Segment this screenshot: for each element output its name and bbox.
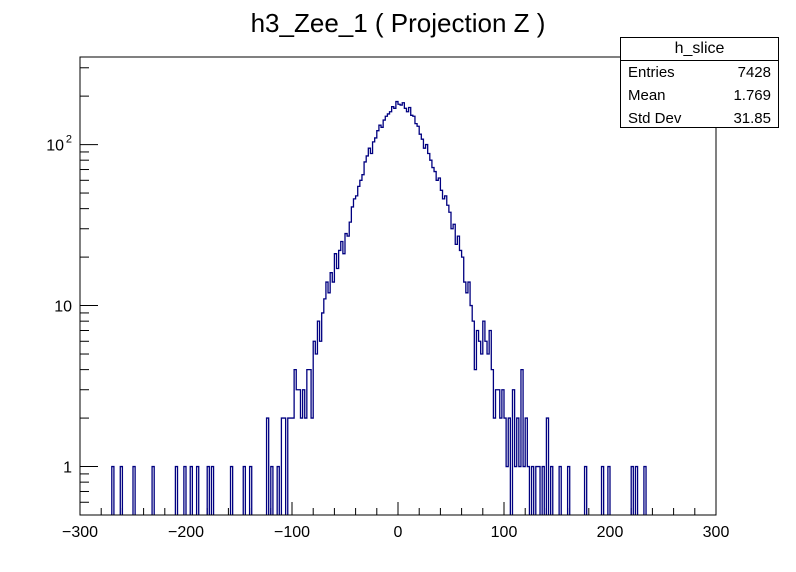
x-axis: −300 −200 −100 0 100 200 300 bbox=[62, 502, 729, 541]
stats-row-mean: Mean 1.769 bbox=[621, 84, 778, 107]
stats-title: h_slice bbox=[621, 38, 778, 61]
stats-value: 31.85 bbox=[733, 110, 771, 127]
x-tick-label: 100 bbox=[491, 524, 518, 541]
stats-value: 1.769 bbox=[733, 87, 771, 104]
stats-label: Entries bbox=[628, 64, 675, 81]
y-tick-exponent: 2 bbox=[66, 134, 72, 146]
stats-label: Mean bbox=[628, 87, 666, 104]
histogram-line bbox=[111, 100, 647, 515]
y-tick-label: 10 bbox=[54, 299, 72, 316]
stats-value: 7428 bbox=[737, 64, 771, 81]
x-tick-label: −200 bbox=[168, 524, 204, 541]
x-tick-label: −100 bbox=[274, 524, 310, 541]
plot-frame bbox=[79, 56, 717, 516]
y-tick-label: 10 bbox=[46, 138, 64, 155]
x-tick-label: −300 bbox=[62, 524, 98, 541]
stats-row-entries: Entries 7428 bbox=[621, 61, 778, 84]
x-tick-label: 0 bbox=[394, 524, 403, 541]
stats-row-std-dev: Std Dev 31.85 bbox=[621, 107, 778, 130]
stats-box: h_slice Entries 7428 Mean 1.769 Std Dev … bbox=[620, 37, 779, 128]
x-tick-label: 300 bbox=[703, 524, 730, 541]
y-tick-label: 1 bbox=[63, 460, 72, 477]
x-tick-label: 200 bbox=[597, 524, 624, 541]
chart-title: h3_Zee_1 ( Projection Z ) bbox=[251, 8, 546, 38]
stats-label: Std Dev bbox=[628, 110, 682, 127]
